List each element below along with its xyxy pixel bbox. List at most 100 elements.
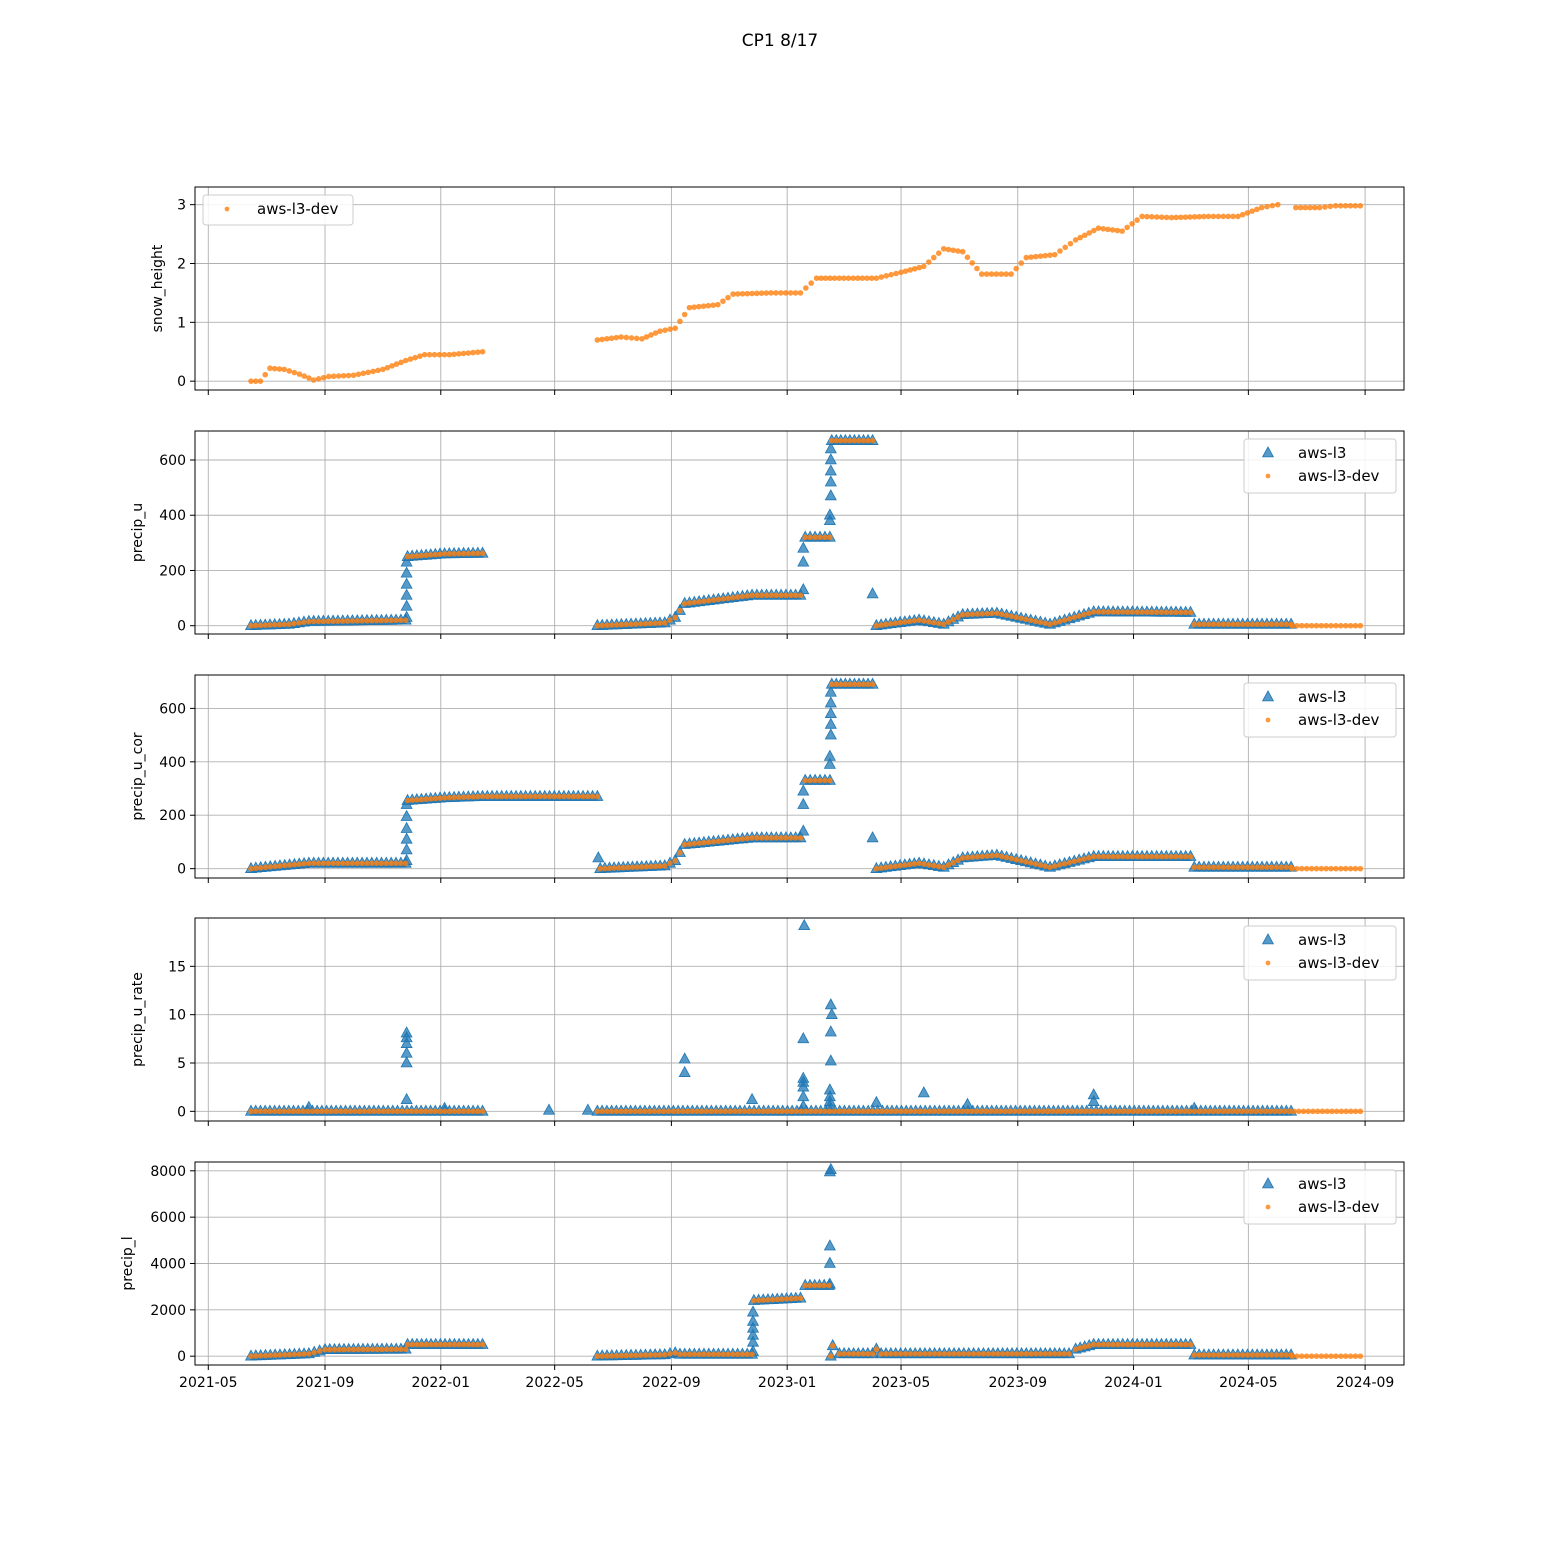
data-point <box>1239 864 1246 871</box>
data-point <box>460 794 467 801</box>
subplot-stack: 0 1 2 3 snow_height aws-l3-dev 0 200 400 600 preci… <box>120 186 1405 1391</box>
data-point <box>906 618 913 625</box>
data-point <box>257 1108 264 1115</box>
data-point <box>286 368 293 374</box>
data-point <box>451 1341 458 1348</box>
data-point <box>665 1108 672 1115</box>
data-point <box>1278 864 1285 871</box>
data-point <box>604 1108 610 1115</box>
data-point <box>613 1108 620 1115</box>
data-point <box>628 1352 634 1359</box>
data-point <box>286 621 292 628</box>
data-point <box>779 1296 785 1302</box>
data-point <box>383 617 390 624</box>
data-point <box>998 271 1005 277</box>
data-point <box>267 1352 274 1359</box>
data-point <box>451 794 457 801</box>
data-point <box>827 777 833 784</box>
outlier-point <box>400 1026 413 1038</box>
data-point <box>725 1351 731 1358</box>
data-point <box>778 835 784 841</box>
data-point <box>1153 609 1160 616</box>
data-point <box>248 1353 254 1359</box>
data-point <box>1144 1341 1150 1348</box>
data-point <box>1066 616 1073 622</box>
legend-marker <box>1265 1204 1271 1210</box>
data-point <box>1052 863 1058 869</box>
data-point <box>1235 1352 1241 1358</box>
data-point <box>681 1351 688 1358</box>
data-point <box>1311 204 1318 211</box>
data-point <box>1120 1108 1127 1115</box>
data-point <box>817 1108 823 1115</box>
data-point <box>1186 1108 1193 1115</box>
data-point <box>325 618 332 625</box>
data-point <box>1063 1108 1070 1115</box>
data-point <box>749 835 755 841</box>
data-point <box>1264 864 1270 871</box>
data-point <box>865 681 871 688</box>
data-point <box>1268 1352 1275 1358</box>
data-point <box>1004 1351 1011 1357</box>
data-point <box>1077 1108 1084 1115</box>
data-point <box>978 271 985 277</box>
y-tick-label: 3 <box>177 198 186 214</box>
data-point <box>339 618 346 624</box>
data-point <box>897 1351 904 1357</box>
outlier-point <box>824 1025 837 1037</box>
data-point <box>1307 204 1313 211</box>
data-point <box>355 371 362 378</box>
legend-marker <box>1261 933 1275 945</box>
data-point <box>698 1108 705 1115</box>
data-point <box>1264 1352 1270 1358</box>
outlier-point <box>824 475 837 487</box>
data-point <box>864 1108 871 1115</box>
data-point <box>1100 609 1107 615</box>
data-point <box>955 857 961 864</box>
data-point <box>262 1352 269 1359</box>
data-point <box>1220 1108 1226 1115</box>
legend: aws-l3-dev <box>202 194 354 226</box>
outlier-point <box>823 1089 836 1102</box>
data-point <box>1023 254 1030 261</box>
data-point <box>378 860 385 867</box>
data-point <box>768 835 775 841</box>
data-point <box>1283 621 1290 628</box>
data-point <box>1281 1108 1288 1115</box>
data-point <box>398 860 404 867</box>
data-point <box>792 835 799 841</box>
data-point <box>389 1108 396 1115</box>
data-point <box>878 865 884 871</box>
data-point <box>656 1108 662 1115</box>
data-point <box>286 1351 293 1358</box>
data-point <box>1173 609 1179 616</box>
data-point <box>1049 1108 1056 1115</box>
data-point <box>691 599 698 606</box>
x-tick-label: 2023-01 <box>758 1375 817 1391</box>
data-point <box>1114 227 1121 234</box>
outlier-point <box>400 809 413 821</box>
data-point <box>1333 1353 1339 1359</box>
data-point <box>320 374 327 381</box>
data-point <box>599 622 605 629</box>
data-point <box>922 1351 928 1357</box>
data-point <box>252 622 259 629</box>
data-point <box>1028 1351 1034 1357</box>
data-point <box>1210 864 1217 871</box>
legend: aws-l3 aws-l3-dev <box>1243 682 1397 738</box>
data-point <box>1294 865 1300 872</box>
legend-label: aws-l3-dev <box>1298 711 1380 729</box>
data-point <box>945 246 952 253</box>
data-point <box>618 334 624 340</box>
data-point <box>836 275 843 282</box>
y-axis: 0 5 10 15 <box>168 959 195 1120</box>
data-point <box>252 1108 259 1115</box>
data-point <box>1293 204 1299 211</box>
data-point <box>1067 240 1074 247</box>
data-point <box>1134 853 1141 860</box>
legend-box <box>1243 682 1397 738</box>
data-point <box>1273 621 1280 628</box>
data-point <box>661 620 668 626</box>
data-point <box>778 290 784 296</box>
data-point <box>1318 1353 1325 1359</box>
